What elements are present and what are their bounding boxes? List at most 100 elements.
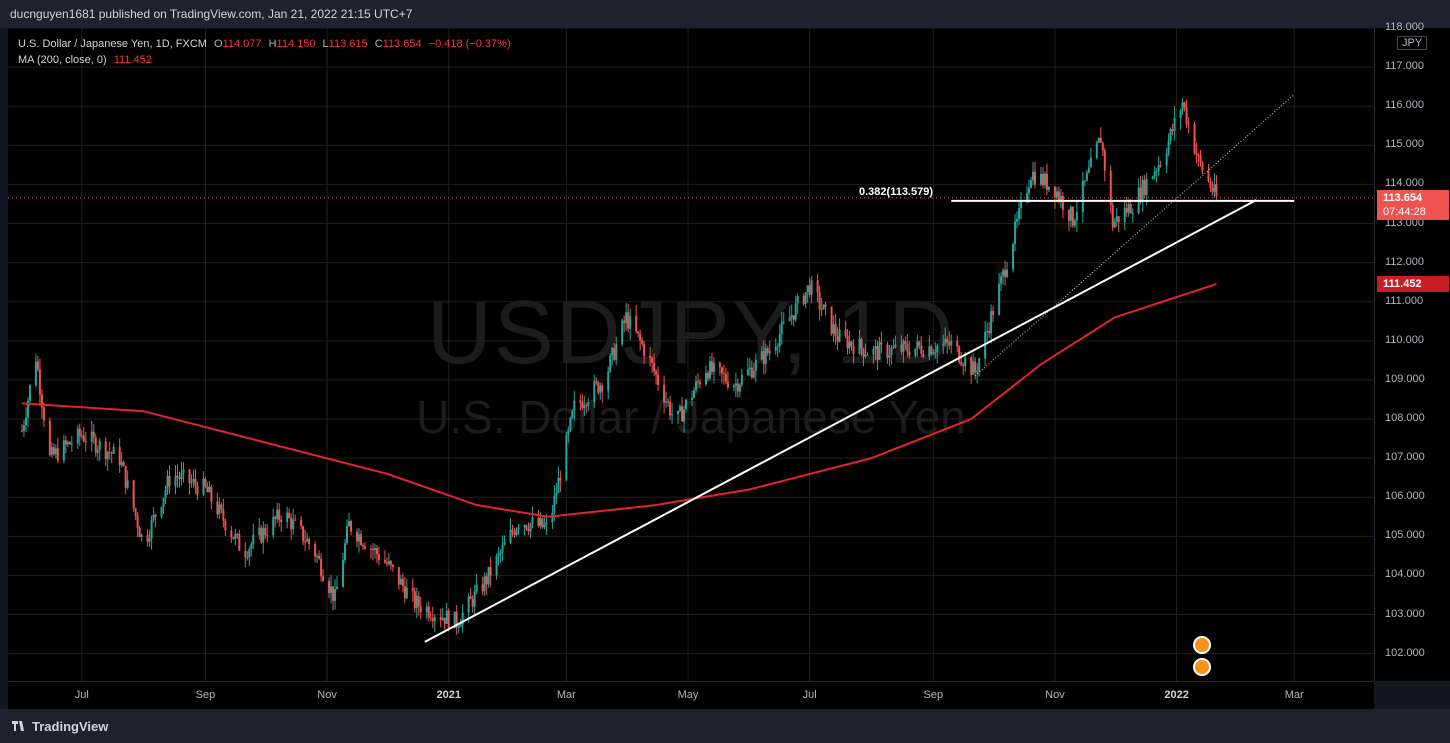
price-tick-label: 115.000 (1385, 138, 1424, 151)
candle-body (260, 527, 263, 543)
candle-body (1075, 212, 1078, 221)
candle-body (1028, 187, 1031, 194)
dotted-trendline (974, 94, 1295, 377)
candle-body (766, 348, 769, 354)
candle-body (344, 543, 347, 561)
candle-body (411, 587, 414, 591)
candle-body (1053, 186, 1056, 198)
candle-body (932, 352, 935, 355)
candle-body (36, 361, 39, 370)
candle-body (639, 333, 642, 341)
candle-body (960, 362, 963, 365)
candle-body (796, 296, 799, 303)
candle-body (232, 537, 235, 539)
candle-body (537, 517, 540, 526)
candle-body (587, 401, 590, 407)
candle-body (904, 341, 907, 344)
candle-body (746, 369, 749, 375)
candle-body (42, 407, 45, 421)
currency-badge[interactable]: JPY (1397, 36, 1428, 50)
price-chart[interactable] (8, 28, 1374, 681)
candle-body (906, 343, 909, 352)
candle-body (78, 428, 81, 437)
candle-body (710, 361, 713, 372)
candle-body (52, 447, 55, 455)
candle-body (264, 528, 267, 535)
candle-body (754, 359, 757, 371)
candle-body (162, 497, 165, 508)
candle-body (1115, 216, 1118, 222)
candle-body (1213, 184, 1216, 192)
candle-body (653, 362, 656, 372)
candle-body (844, 329, 847, 336)
candle-body (1043, 173, 1046, 186)
candle-body (1157, 164, 1160, 171)
candle-body (565, 435, 568, 481)
candle-body (1111, 205, 1114, 228)
candle-body (208, 487, 211, 493)
time-tick-label: May (677, 689, 699, 701)
candle-body (864, 354, 867, 357)
candle-body (824, 304, 827, 307)
candle-body (760, 351, 763, 360)
candle-body (336, 586, 339, 590)
candle-body (1089, 157, 1092, 168)
candle-body (822, 304, 825, 310)
candle-body (1018, 208, 1021, 219)
candle-body (405, 587, 408, 599)
candle-body (922, 353, 925, 357)
candle-body (204, 478, 207, 486)
candle-body (1020, 200, 1023, 209)
candle-body (24, 417, 27, 426)
price-tick-label: 104.000 (1385, 568, 1425, 581)
candle-body (886, 344, 889, 358)
candle-body (316, 555, 319, 557)
candle-body (1199, 155, 1202, 163)
candle-body (1103, 150, 1106, 171)
candle-body (718, 362, 721, 368)
candle-body (986, 330, 989, 333)
candle-body (40, 394, 43, 408)
candle-body (389, 561, 392, 565)
candle-body (332, 586, 335, 601)
candle-body (348, 521, 351, 527)
time-axis[interactable]: Jul Sep Nov 2021 Mar May Jul Sep Nov 2022 Mar (8, 681, 1374, 710)
candle-body (1031, 171, 1034, 181)
candle-body (1067, 209, 1070, 221)
candle-body (852, 345, 855, 354)
candle-body (573, 400, 576, 411)
candle-body (138, 527, 141, 537)
candle-body (262, 528, 265, 543)
candle-body (202, 478, 205, 495)
candle-body (246, 557, 249, 559)
price-axis[interactable]: JPY 118.000 117.000 116.000 115.000 114.000 1… (1374, 21, 1450, 681)
candle-body (1123, 208, 1126, 223)
candle-body (439, 617, 442, 620)
price-tick-label: 118.000 (1385, 21, 1424, 33)
price-tick-label: 114.000 (1385, 177, 1424, 190)
high-value: 114.150 (276, 38, 316, 50)
candle-body (166, 475, 169, 491)
tradingview-logo-icon (12, 721, 24, 731)
candle-body (677, 410, 680, 415)
candle-body (22, 425, 25, 431)
chart-pane[interactable]: USDJPY, 1D U.S. Dollar / Japanese Yen 0.… (8, 28, 1374, 681)
candle-body (637, 331, 640, 334)
candle-body (322, 576, 325, 581)
candle-body (1215, 184, 1218, 197)
close-value: 113.654 (382, 38, 422, 50)
candle-body (383, 560, 386, 563)
candle-body (930, 346, 933, 355)
candle-body (539, 518, 542, 526)
price-tick-label: 111.000 (1385, 294, 1424, 307)
candle-body (276, 509, 279, 520)
candle-body (858, 339, 861, 354)
candle-body (696, 381, 699, 383)
candle-body (1030, 180, 1033, 188)
candle-body (972, 361, 975, 375)
candle-body (1173, 117, 1176, 131)
candle-body (1069, 206, 1072, 221)
candle-body (790, 315, 793, 318)
chart-legend: U.S. Dollar / Japanese Yen, 1D, FXCM O11… (18, 36, 511, 68)
candle-body (206, 485, 209, 493)
